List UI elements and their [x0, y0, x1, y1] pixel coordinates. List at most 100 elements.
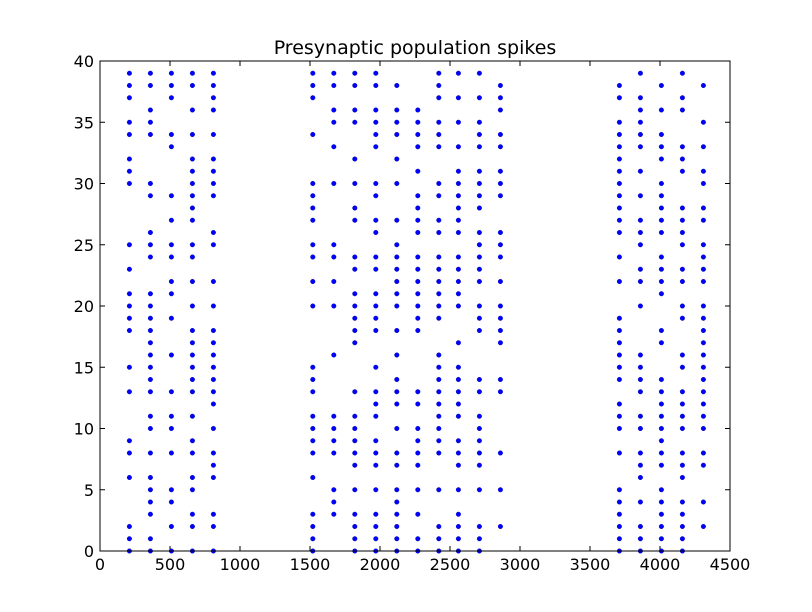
spike-point [679, 279, 685, 285]
spike-point [352, 107, 358, 113]
spike-point [310, 279, 316, 285]
spike-point [679, 95, 685, 101]
spike-point [394, 328, 400, 334]
spike-point [476, 229, 482, 235]
spike-point [476, 266, 482, 272]
spike-point [126, 450, 132, 456]
spike-point [658, 536, 664, 542]
x-tick-label: 500 [155, 555, 186, 574]
spike-point [189, 413, 195, 419]
spike-point [616, 487, 622, 493]
spike-point [394, 119, 400, 125]
spike-point [658, 193, 664, 199]
spike-point [210, 328, 216, 334]
y-tick-label: 20 [74, 297, 94, 316]
spike-point [616, 377, 622, 383]
spike-point [658, 144, 664, 150]
spike-point [637, 95, 643, 101]
spike-point [394, 511, 400, 517]
spike-point [455, 205, 461, 211]
spike-point [436, 401, 442, 407]
spike-point [147, 413, 153, 419]
spike-point [331, 254, 337, 260]
spike-point [476, 315, 482, 321]
spike-point [476, 426, 482, 432]
spike-point [476, 168, 482, 174]
x-axis: 0 500 1000 1500 2000 2500 3000 3500 4000 4500 [95, 61, 750, 574]
spike-point [497, 377, 503, 383]
spike-point [658, 462, 664, 468]
x-tick-label: 3500 [570, 555, 611, 574]
spike-point [436, 487, 442, 493]
spike-point [310, 180, 316, 186]
spike-point [147, 229, 153, 235]
spike-point [616, 413, 622, 419]
spike-point [497, 328, 503, 334]
y-tick-label: 35 [74, 113, 94, 132]
spike-point [352, 205, 358, 211]
spike-point [310, 438, 316, 444]
spike-point [415, 389, 421, 395]
spike-point [310, 413, 316, 419]
spike-point [126, 131, 132, 137]
spike-point [700, 82, 706, 88]
spike-point [394, 279, 400, 285]
spike-point [637, 107, 643, 113]
spike-point [415, 536, 421, 542]
spike-point [352, 217, 358, 223]
spike-point [455, 511, 461, 517]
spike-point [147, 180, 153, 186]
spike-point [189, 193, 195, 199]
spike-point [352, 511, 358, 517]
spike-point [455, 229, 461, 235]
spike-point [189, 340, 195, 346]
spike-point [168, 82, 174, 88]
spike-point [394, 156, 400, 162]
spike-point [352, 70, 358, 76]
spike-point [331, 180, 337, 186]
spike-point [352, 426, 358, 432]
spike-point [373, 524, 379, 530]
spike-point [679, 70, 685, 76]
spike-point [616, 499, 622, 505]
spike-point [700, 524, 706, 530]
spike-point [168, 426, 174, 432]
spike-point [476, 180, 482, 186]
spike-point [210, 352, 216, 358]
spike-point [394, 266, 400, 272]
spike-point [679, 389, 685, 395]
spike-point [616, 254, 622, 260]
spike-point [352, 487, 358, 493]
spike-point [189, 82, 195, 88]
spike-point [616, 536, 622, 542]
spike-point [476, 438, 482, 444]
spike-point [679, 315, 685, 321]
spike-point [700, 450, 706, 456]
spike-point [331, 438, 337, 444]
spike-point [373, 144, 379, 150]
spike-point [373, 511, 379, 517]
spike-point [415, 315, 421, 321]
spike-point [394, 131, 400, 137]
spike-point [497, 524, 503, 530]
spike-point [373, 401, 379, 407]
spike-point [168, 254, 174, 260]
spike-point [700, 377, 706, 383]
spike-point [147, 389, 153, 395]
spike-point [436, 95, 442, 101]
spike-point [168, 217, 174, 223]
spike-point [373, 193, 379, 199]
spike-point [331, 242, 337, 248]
spike-point [436, 377, 442, 383]
spike-point [436, 450, 442, 456]
spike-point [352, 536, 358, 542]
spike-point [168, 144, 174, 150]
spike-point [637, 168, 643, 174]
x-tick-label: 4500 [710, 555, 751, 574]
spike-point [189, 279, 195, 285]
spike-point [126, 315, 132, 321]
spike-point [189, 156, 195, 162]
spike-point [373, 328, 379, 334]
spike-point [147, 242, 153, 248]
